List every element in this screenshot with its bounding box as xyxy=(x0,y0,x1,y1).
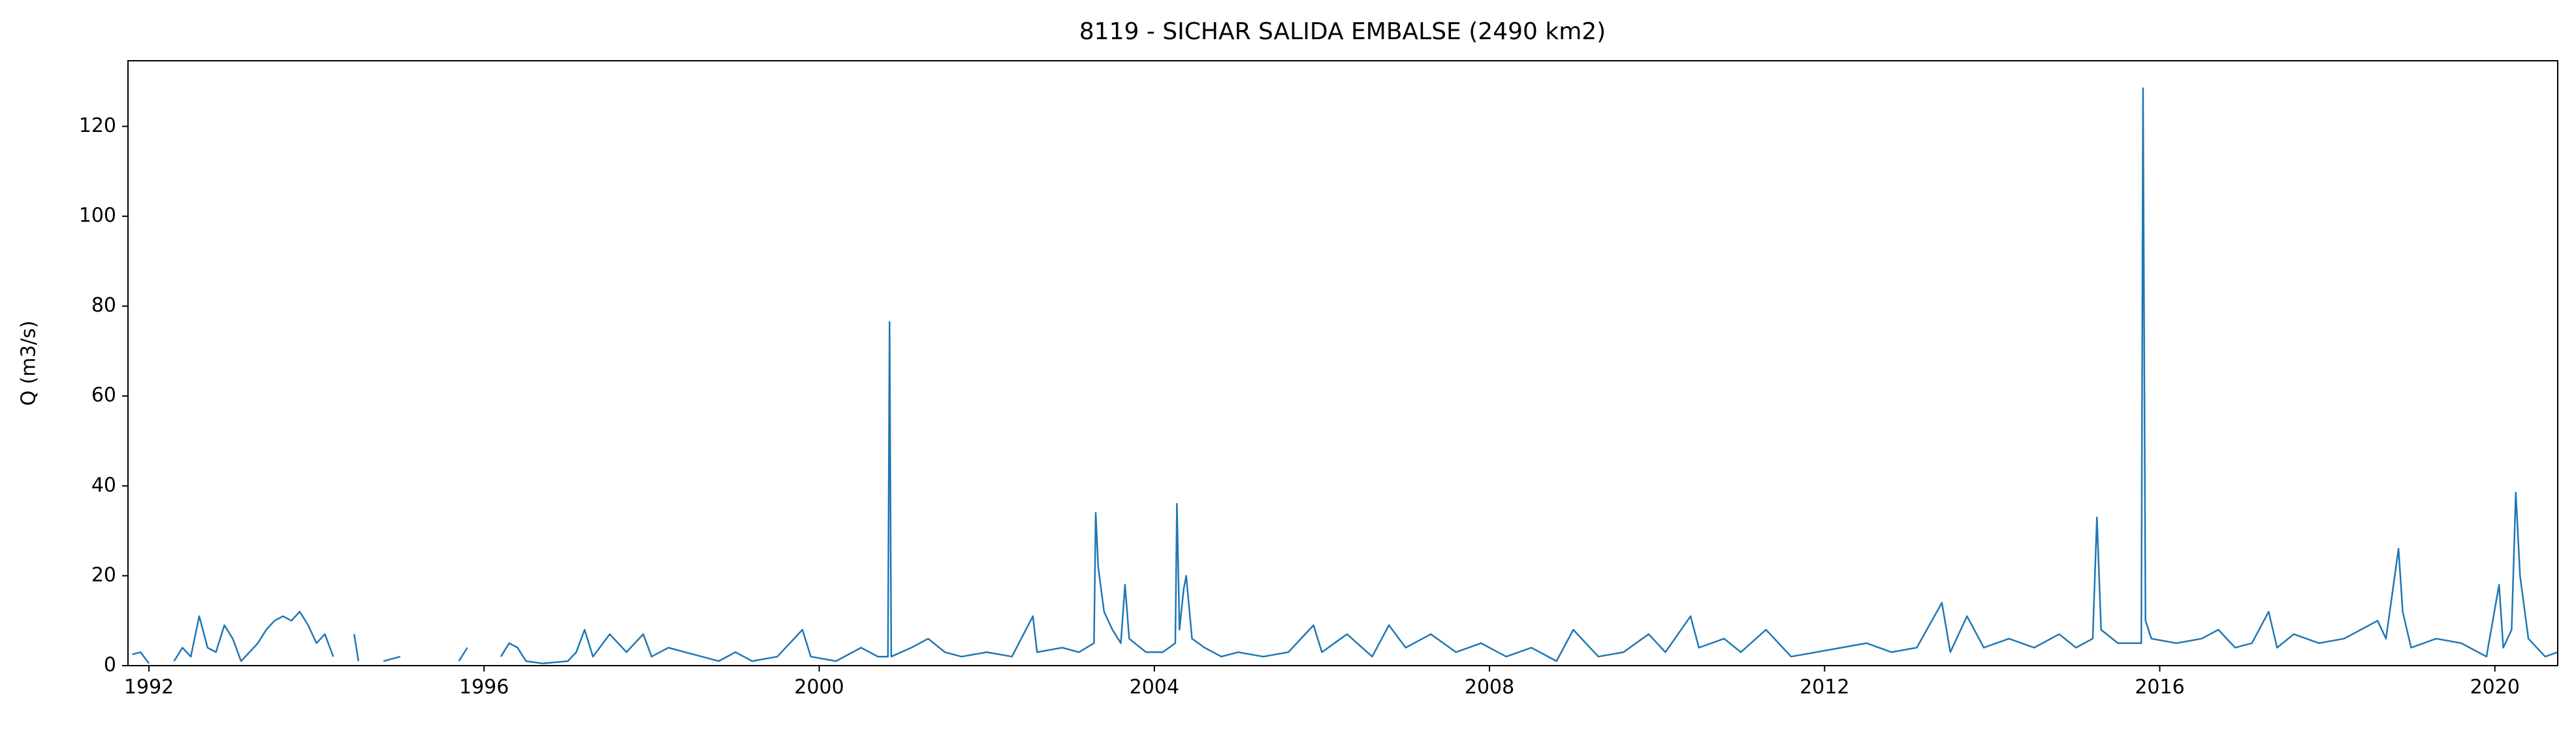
y-tick-label: 60 xyxy=(91,384,116,407)
y-tick-label: 0 xyxy=(104,654,116,677)
y-tick-label: 20 xyxy=(91,564,116,587)
x-tick-label: 2000 xyxy=(794,676,844,699)
x-tick-label: 1992 xyxy=(124,676,174,699)
y-tick-label: 40 xyxy=(91,474,116,496)
flow-line xyxy=(132,87,2558,664)
x-tick-label: 1996 xyxy=(459,676,509,699)
chart-title: 8119 - SICHAR SALIDA EMBALSE (2490 km2) xyxy=(1079,18,1606,45)
x-tick-label: 2012 xyxy=(1800,676,1849,699)
y-tick-label: 120 xyxy=(79,114,116,137)
y-tick-label: 80 xyxy=(91,294,116,317)
plot-frame xyxy=(127,60,2558,666)
y-axis-label: Q (m3/s) xyxy=(18,321,40,406)
x-tick-label: 2004 xyxy=(1130,676,1179,699)
x-tick-label: 2020 xyxy=(2470,676,2520,699)
x-tick-label: 2016 xyxy=(2135,676,2184,699)
x-tick-label: 2008 xyxy=(1465,676,1514,699)
y-tick-label: 100 xyxy=(79,204,116,227)
